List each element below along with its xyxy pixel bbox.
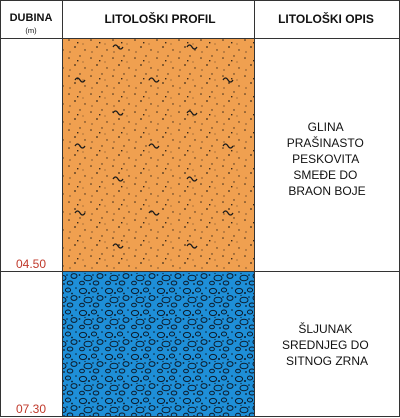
clay-tilde-symbol [186, 243, 198, 249]
clay-tilde-symbol [186, 176, 198, 182]
layer-2-bottom-depth: 07.30 [16, 402, 46, 416]
clay-tilde-symbol [112, 176, 124, 182]
layer-1-description-line: PESKOVITA [292, 152, 359, 166]
layer-1-pattern [63, 38, 254, 271]
clay-tilde-symbol [186, 44, 198, 50]
clay-tilde-symbol [112, 243, 124, 249]
layer-1-description-line: BRAON BOJE [288, 184, 365, 198]
clay-tilde-symbol [148, 77, 160, 83]
header-row [0, 0, 400, 38]
layer-1-bottom-depth: 04.50 [16, 257, 46, 271]
layer-1-description-line: PRAŠINASTO [287, 135, 364, 150]
clay-tilde-symbol [148, 210, 160, 216]
clay-tilde-symbol [112, 110, 124, 116]
clay-tilde-symbol [186, 110, 198, 116]
layer-2-description-line: SITNOG ZRNA [286, 354, 368, 368]
clay-tilde-symbol [74, 143, 86, 149]
depth-unit-label: (m) [25, 26, 37, 35]
clay-tilde-symbol [222, 143, 234, 149]
profile-column-title: LITOLOŠKI PROFIL [104, 11, 215, 26]
layer-2-description: ŠLJUNAK SREDNJEG DO SITNOG ZRNA [282, 321, 372, 368]
clay-tilde-symbol [148, 143, 160, 149]
layer-2-description-line: SREDNJEG DO [282, 338, 369, 352]
depth-column-title: DUBINA [10, 12, 53, 24]
clay-tilde-symbol [222, 210, 234, 216]
description-column-title: LITOLOŠKI OPIS [278, 11, 374, 26]
layer-1-description-line: SMEĐE DO [293, 168, 357, 182]
layer-1-description-line: GLINA [308, 120, 344, 134]
clay-tilde-symbol [222, 77, 234, 83]
clay-tilde-symbol [74, 77, 86, 83]
layer-1-clay-symbols [74, 44, 234, 249]
layer-2-pattern [63, 271, 254, 416]
layer-2-description-line: ŠLJUNAK [298, 321, 352, 336]
clay-tilde-symbol [112, 44, 124, 50]
clay-tilde-symbol [74, 210, 86, 216]
layer-1-description: GLINA PRAŠINASTO PESKOVITA SMEĐE DO BRAO… [287, 120, 367, 198]
